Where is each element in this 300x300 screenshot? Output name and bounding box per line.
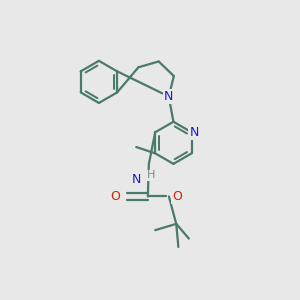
Text: O: O: [110, 190, 120, 203]
Text: N: N: [164, 90, 173, 103]
Text: N: N: [189, 126, 199, 139]
Text: O: O: [172, 190, 182, 203]
Text: H: H: [147, 170, 155, 180]
Text: N: N: [132, 173, 141, 186]
